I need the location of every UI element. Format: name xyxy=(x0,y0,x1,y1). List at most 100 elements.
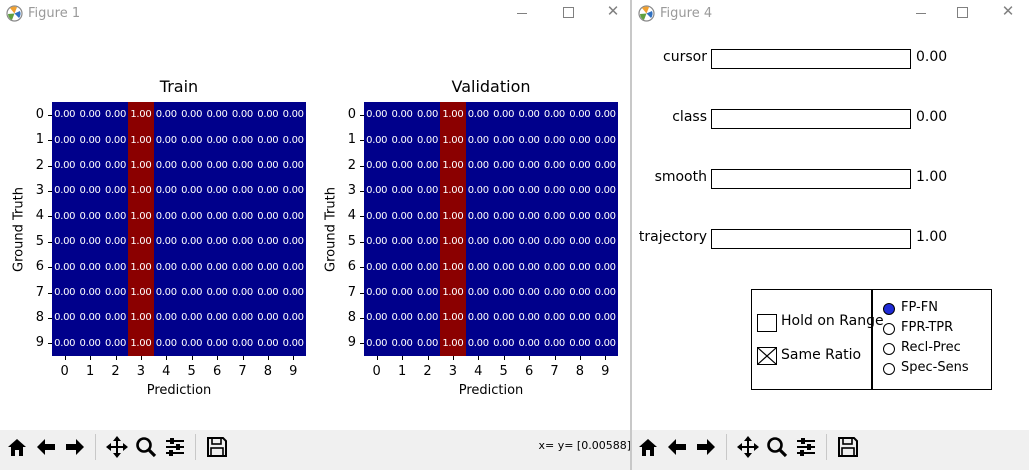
heatmap-cell: 0.00 xyxy=(102,127,129,153)
zoom-button[interactable] xyxy=(132,433,160,461)
radio-fpr-tpr-label: FPR-TPR xyxy=(901,320,954,335)
x-tick-label: 4 xyxy=(474,364,483,379)
slider-trajectory-track[interactable] xyxy=(711,229,911,249)
x-tick-mark xyxy=(115,356,117,360)
heatmap-cell: 0.00 xyxy=(77,178,103,204)
figure1-toolbar: x= y= [0.00588] xyxy=(0,430,631,470)
slider-class-label: class xyxy=(672,109,707,125)
heatmap-cell: 0.00 xyxy=(516,127,542,153)
x-tick-mark xyxy=(427,356,429,360)
heatmap-cell: 0.00 xyxy=(465,279,491,306)
heatmap-cell: 0.00 xyxy=(229,330,256,356)
validation-heatmap-grid[interactable]: 0.00 0.00 0.00 1.00 0.00 0.00 0.00 0.00 0.00 0.00… xyxy=(364,102,618,356)
heatmap-cell: 0.00 xyxy=(229,178,256,204)
configure-subplots-button[interactable] xyxy=(792,433,820,461)
home-button[interactable] xyxy=(3,433,31,461)
figure1-window: Figure 1 ✕ Train Ground Truth Prediction… xyxy=(0,0,631,470)
heatmap-cell: 0.00 xyxy=(52,254,78,280)
train-heatmap-grid[interactable]: 0.00 0.00 0.00 1.00 0.00 0.00 0.00 0.00 0.00 0.00… xyxy=(52,102,306,356)
coordinate-readout: x= y= [0.00588] xyxy=(538,439,631,452)
heatmap-cell: 0.00 xyxy=(389,330,415,356)
y-tick-label: 5 xyxy=(347,233,356,249)
toolbar-separator xyxy=(726,434,727,460)
heatmap-cell: 0.00 xyxy=(516,279,542,306)
hold-on-range-checkbox[interactable] xyxy=(757,314,777,332)
heatmap-cell: 0.00 xyxy=(516,305,542,331)
heatmap-cell: 0.00 xyxy=(153,330,179,356)
x-tick-mark xyxy=(554,356,556,360)
heatmap-cell: 0.00 xyxy=(52,127,78,153)
heatmap-cell: 0.00 xyxy=(229,203,256,229)
heatmap-cell: 0.00 xyxy=(153,203,179,229)
maximize-button[interactable] xyxy=(957,7,968,18)
x-tick-mark xyxy=(267,356,269,360)
heatmap-cell: 0.00 xyxy=(414,305,441,331)
close-button[interactable]: ✕ xyxy=(606,2,620,20)
y-tick-label: 4 xyxy=(347,208,356,224)
y-tick-mark xyxy=(48,140,52,142)
slider-trajectory-label: trajectory xyxy=(638,229,707,245)
heatmap-cell: 0.00 xyxy=(465,152,491,179)
heatmap-cell: 0.00 xyxy=(204,279,230,306)
y-tick-mark xyxy=(360,317,364,319)
heatmap-cell: 0.00 xyxy=(541,102,568,128)
configure-subplots-button[interactable] xyxy=(161,433,189,461)
heatmap-cell: 0.00 xyxy=(255,203,281,229)
y-tick-label: 1 xyxy=(347,132,356,148)
y-tick-mark xyxy=(360,343,364,345)
figure1-titlebar[interactable]: Figure 1 ✕ xyxy=(0,0,631,28)
heatmap-cell: 1.00 xyxy=(128,330,154,356)
maximize-button[interactable] xyxy=(563,7,574,18)
heatmap-cell: 1.00 xyxy=(440,152,466,179)
zoom-button[interactable] xyxy=(763,433,791,461)
heatmap-cell: 0.00 xyxy=(490,203,517,229)
heatmap-cell: 0.00 xyxy=(414,102,441,128)
heatmap-cell: 0.00 xyxy=(364,178,390,204)
minimize-button[interactable] xyxy=(517,13,527,14)
same-ratio-checkbox[interactable] xyxy=(757,347,777,365)
save-button[interactable] xyxy=(203,433,231,461)
heatmap-cell: 0.00 xyxy=(490,330,517,356)
radio-spec-sens[interactable] xyxy=(883,363,895,375)
close-button[interactable]: ✕ xyxy=(1001,2,1015,20)
home-button[interactable] xyxy=(634,433,662,461)
heatmap-cell: 0.00 xyxy=(255,102,281,128)
heatmap-cell: 0.00 xyxy=(280,279,306,306)
heatmap-cell: 0.00 xyxy=(541,127,568,153)
heatmap-cell: 0.00 xyxy=(414,178,441,204)
heatmap-cell: 0.00 xyxy=(52,330,78,356)
heatmap-cell: 1.00 xyxy=(440,254,466,280)
x-tick-label: 8 xyxy=(575,364,585,379)
forward-button[interactable] xyxy=(61,433,89,461)
zoom-icon xyxy=(136,437,157,458)
slider-cursor-track[interactable] xyxy=(711,49,911,69)
heatmap-cell: 0.00 xyxy=(465,305,491,331)
back-button[interactable] xyxy=(663,433,691,461)
figure4-titlebar[interactable]: Figure 4 ✕ xyxy=(632,0,1029,28)
back-button[interactable] xyxy=(32,433,60,461)
heatmap-cell: 0.00 xyxy=(204,152,230,179)
heatmap-cell: 0.00 xyxy=(52,279,78,306)
radio-recl-prec[interactable] xyxy=(883,343,895,355)
radio-fp-fn[interactable] xyxy=(883,303,895,315)
x-tick-mark xyxy=(166,356,168,360)
pan-button[interactable] xyxy=(103,433,131,461)
forward-icon xyxy=(66,439,84,455)
heatmap-cell: 0.00 xyxy=(229,305,256,331)
y-tick-mark xyxy=(360,190,364,192)
toolbar-separator xyxy=(826,434,827,460)
heatmap-cell: 0.00 xyxy=(280,102,306,128)
radio-fpr-tpr[interactable] xyxy=(883,323,895,335)
save-icon xyxy=(207,437,227,457)
minimize-button[interactable] xyxy=(916,13,926,14)
slider-smooth-track[interactable] xyxy=(711,169,911,189)
heatmap-cell: 0.00 xyxy=(567,279,593,306)
x-tick-label: 5 xyxy=(187,364,196,379)
heatmap-cell: 0.00 xyxy=(592,279,618,306)
heatmap-cell: 0.00 xyxy=(567,102,593,128)
save-button[interactable] xyxy=(834,433,862,461)
forward-button[interactable] xyxy=(692,433,720,461)
pan-button[interactable] xyxy=(734,433,762,461)
slider-class-track[interactable] xyxy=(711,109,911,129)
heatmap-cell: 0.00 xyxy=(52,178,78,204)
